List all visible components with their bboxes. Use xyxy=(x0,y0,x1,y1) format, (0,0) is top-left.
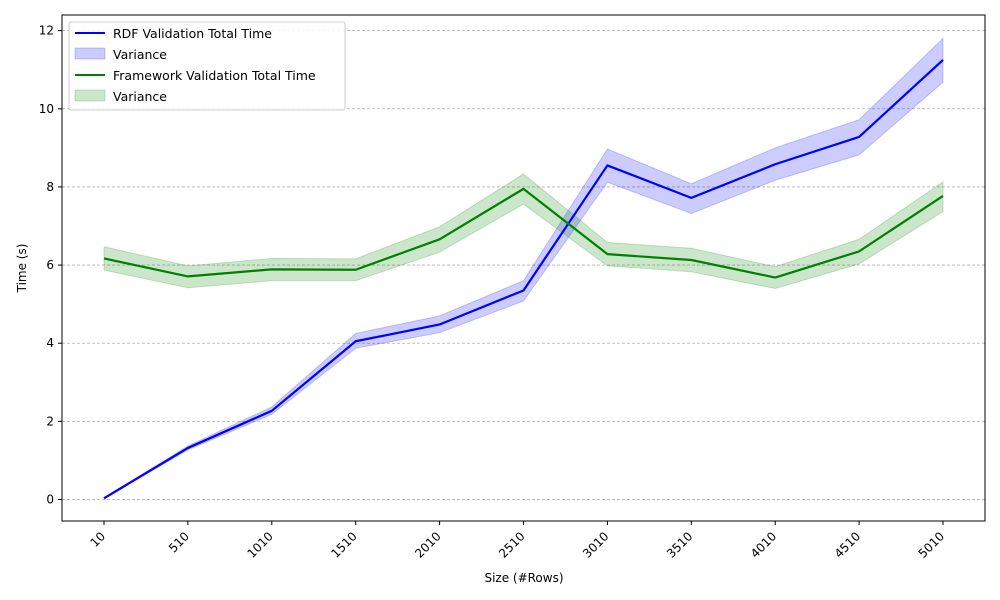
legend-swatch-rdf-variance xyxy=(74,47,106,60)
legend-swatch-framework-variance xyxy=(74,89,106,102)
x-tick-label: 4010 xyxy=(748,529,779,560)
legend-box xyxy=(68,21,346,111)
y-tick-label: 8 xyxy=(46,180,54,194)
variance-band-series-1 xyxy=(103,173,944,290)
variance-bands xyxy=(103,37,944,500)
legend-label-framework-line: Framework Validation Total Time xyxy=(113,68,316,83)
y-tick-label: 10 xyxy=(39,102,54,116)
variance-band-series-0 xyxy=(103,37,944,500)
y-axis-label: Time (s) xyxy=(15,244,29,294)
x-tick-label: 2510 xyxy=(496,529,527,560)
legend-label-rdf-variance: Variance xyxy=(113,47,167,62)
legend: RDF Validation Total Time Variance Frame… xyxy=(68,21,346,111)
y-tick-label: 0 xyxy=(46,493,54,507)
x-tick-label: 1510 xyxy=(328,529,359,560)
y-tick-label: 12 xyxy=(39,24,54,38)
x-tick-label: 3010 xyxy=(580,529,611,560)
grid-lines xyxy=(62,30,985,500)
x-tick-label: 3510 xyxy=(664,529,695,560)
y-tick-label: 6 xyxy=(46,258,54,272)
x-tick-label: 510 xyxy=(166,529,192,555)
x-tick-label: 2010 xyxy=(412,529,443,560)
series-lines xyxy=(103,59,944,500)
legend-label-framework-variance: Variance xyxy=(113,89,167,104)
x-tick-label: 4510 xyxy=(832,529,863,560)
x-axis-label: Size (#Rows) xyxy=(484,571,563,585)
y-tick-label: 2 xyxy=(46,414,54,428)
legend-label-rdf-line: RDF Validation Total Time xyxy=(113,26,272,41)
y-tick-label: 4 xyxy=(46,336,54,350)
x-tick-label: 1010 xyxy=(244,529,275,560)
x-tick-label: 5010 xyxy=(916,529,947,560)
x-tick-label: 10 xyxy=(87,529,108,550)
